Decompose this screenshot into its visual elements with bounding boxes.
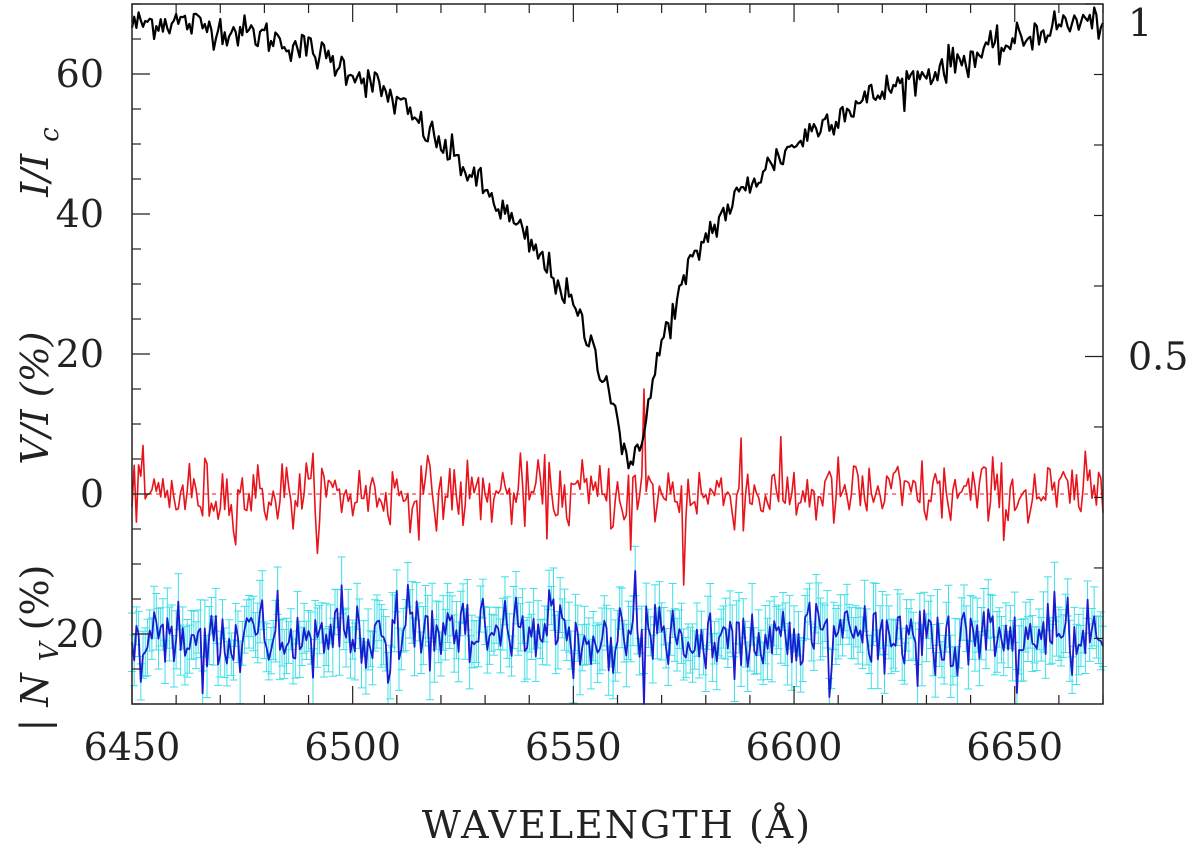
null-series — [131, 570, 1104, 705]
y-label-null-unit: (%) — [13, 565, 57, 631]
y-tick-label: 40 — [56, 192, 104, 236]
x-axis-label: WAVELENGTH (Å) — [422, 803, 812, 844]
x-tick-label: 6450 — [84, 725, 181, 769]
intensity-line — [130, 6, 1105, 470]
axis-ticks: 6450 6500 6550 6600 6650 0 20 40 60 20 1 0.5 — [56, 1, 1189, 769]
y-label-i-part: I/I — [13, 153, 57, 198]
y-right-tick-label: 1 — [1128, 1, 1152, 45]
y-tick-label: 60 — [56, 52, 104, 96]
x-tick-label: 6550 — [525, 725, 622, 769]
x-tick-label: 6500 — [304, 725, 401, 769]
axis-labels: WAVELENGTH (Å) | N V (%) V/I (%) I/I c — [13, 127, 812, 844]
y-label-null-part: | N — [13, 672, 57, 732]
y-tick-label: 0 — [80, 472, 104, 516]
svg-text:| N V (%): | N V (%) V/I (%) I/I c — [13, 127, 67, 732]
x-tick-label: 6650 — [966, 725, 1063, 769]
y-tick-label-bottom: 20 — [56, 612, 104, 656]
y-axis-label-left: | N V (%) V/I (%) I/I c — [13, 127, 67, 732]
y-label-null-sub: V — [35, 640, 65, 661]
y-tick-label: 20 — [56, 332, 104, 376]
y-label-v-part: V/I (%) — [13, 332, 57, 465]
null-line — [131, 570, 1104, 705]
y-label-i-sub: c — [35, 127, 65, 142]
y-right-tick-label: 0.5 — [1128, 334, 1188, 378]
intensity-series — [130, 6, 1105, 470]
x-tick-label: 6600 — [746, 725, 843, 769]
stokes-v-line — [131, 388, 1104, 586]
stokes-v-series — [131, 388, 1104, 586]
